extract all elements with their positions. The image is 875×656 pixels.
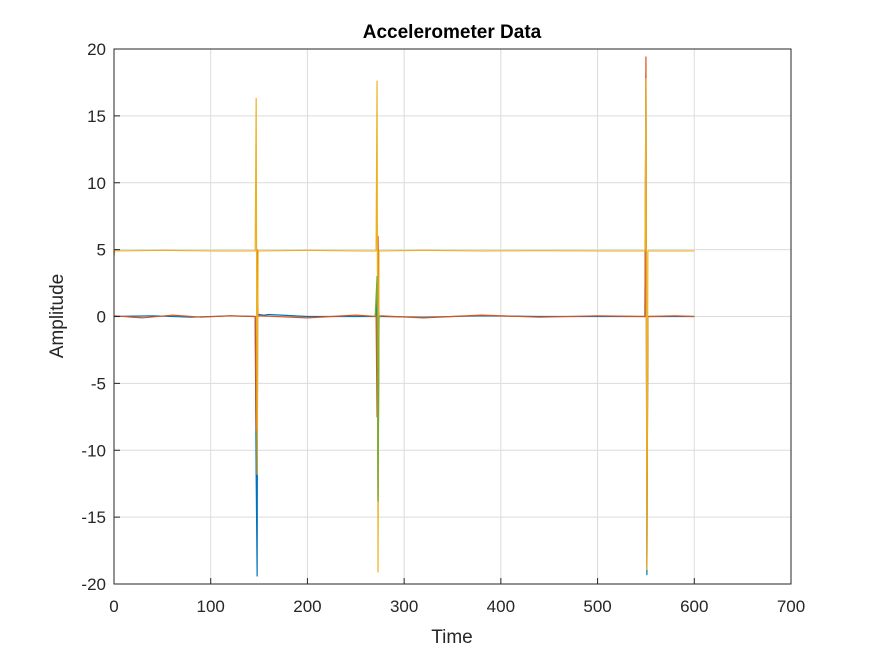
y-tick-label: -20: [81, 575, 106, 594]
x-axis-label: Time: [431, 627, 473, 648]
y-tick-label: -15: [81, 508, 106, 527]
y-tick-label: -5: [91, 374, 106, 393]
x-tick-label: 500: [583, 597, 611, 616]
x-tick-label: 600: [680, 597, 708, 616]
series-line-3: [113, 77, 695, 573]
y-axis-label: Amplitude: [47, 274, 68, 359]
y-tick-label: 20: [87, 40, 106, 59]
data-series: [113, 56, 695, 577]
x-tick-label: 300: [390, 597, 418, 616]
series-line-4: [374, 275, 381, 502]
chart-title: Accelerometer Data: [363, 22, 542, 43]
x-tick-label: 0: [109, 597, 118, 616]
axis-ticks: 0 100 200 300 400 500 600 700 -20 -15 -10 -5 0 5 10 15 2…: [81, 40, 805, 616]
x-tick-label: 400: [487, 597, 515, 616]
y-tick-label: 0: [97, 308, 106, 327]
y-tick-label: 10: [87, 174, 106, 193]
y-tick-label: 5: [97, 241, 106, 260]
x-tick-label: 100: [197, 597, 225, 616]
x-tick-label: 700: [777, 597, 805, 616]
y-tick-label: -10: [81, 441, 106, 460]
x-tick-label: 200: [293, 597, 321, 616]
y-tick-label: 15: [87, 107, 106, 126]
